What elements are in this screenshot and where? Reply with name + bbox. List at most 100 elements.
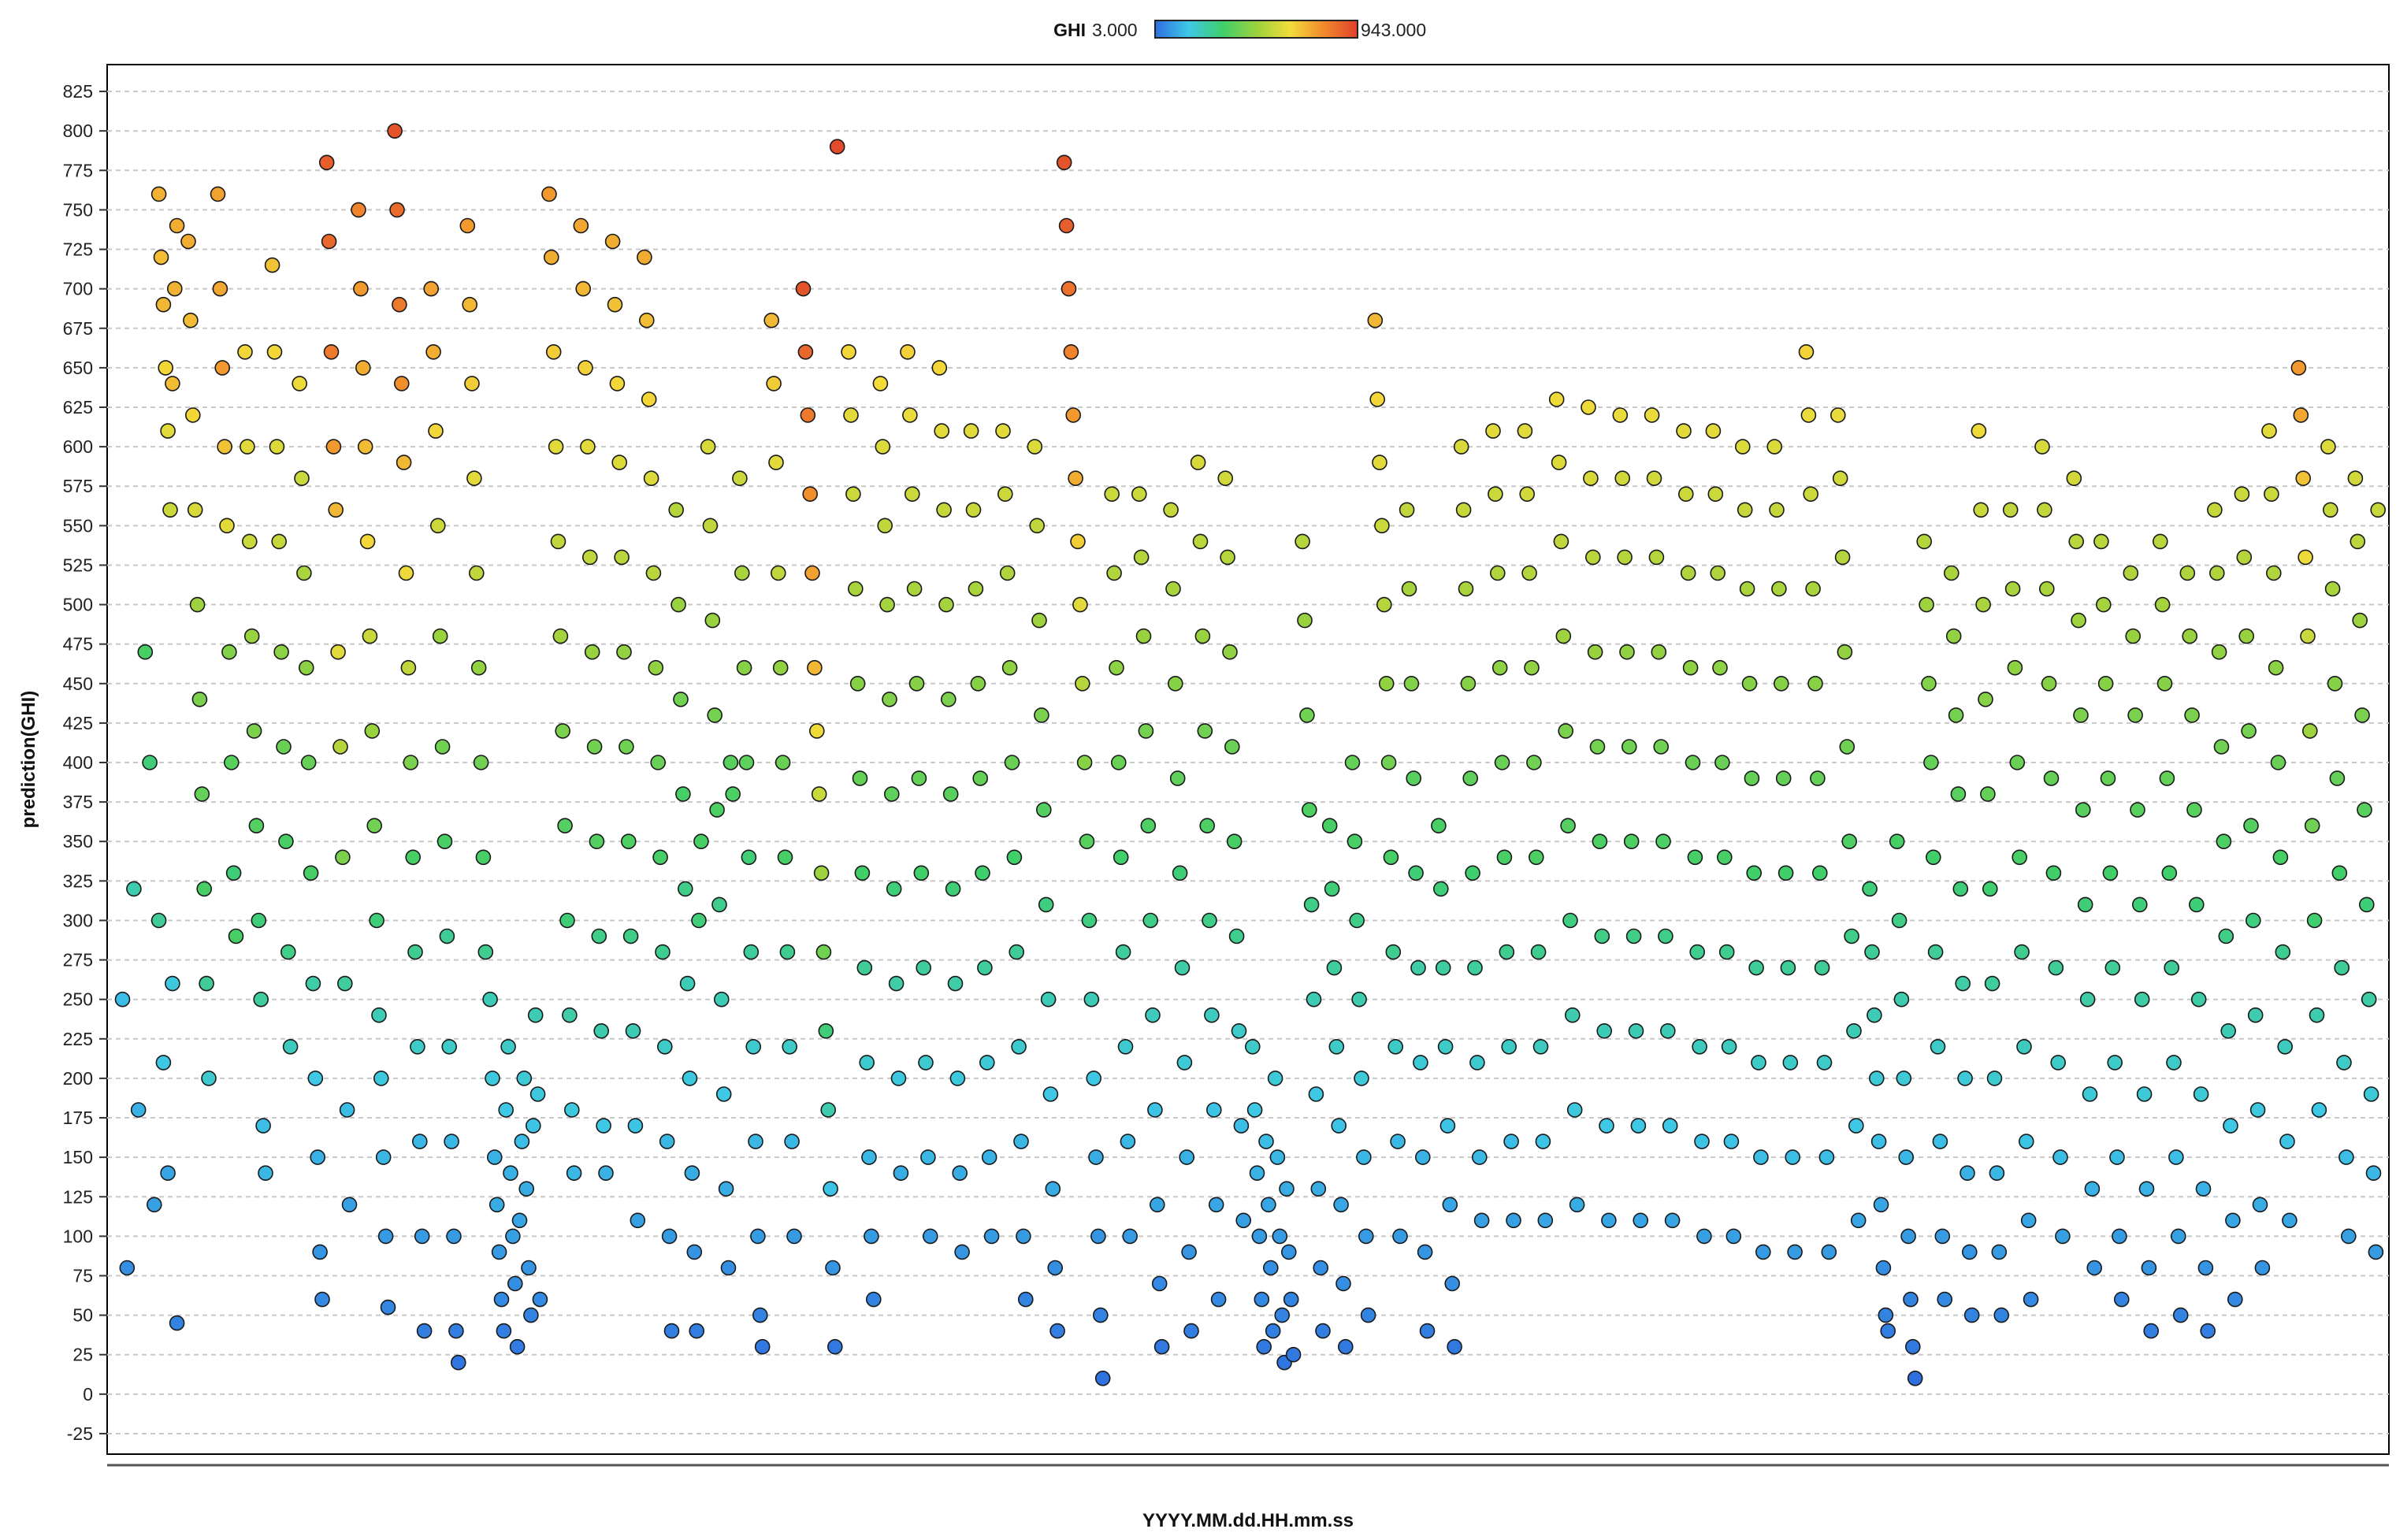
data-point — [1469, 1055, 1485, 1071]
data-point — [1971, 423, 1987, 439]
data-point — [1111, 755, 1127, 770]
data-point — [2154, 596, 2171, 613]
data-point — [1206, 1102, 1222, 1118]
data-point — [1131, 486, 1147, 503]
data-point — [945, 881, 961, 897]
data-point — [2082, 1086, 2098, 1102]
data-point — [414, 1228, 430, 1245]
data-point — [1814, 959, 1830, 976]
data-point — [321, 233, 337, 250]
data-point — [1748, 959, 1764, 976]
data-point — [2109, 1149, 2125, 1165]
data-point — [575, 280, 592, 297]
data-point — [1905, 1338, 1921, 1355]
data-point — [1735, 439, 1751, 455]
data-point — [282, 1039, 299, 1055]
data-point — [1417, 1244, 1433, 1260]
data-point — [2114, 1291, 2130, 1308]
data-point — [952, 1165, 968, 1181]
data-point — [1208, 1197, 1224, 1213]
data-point — [1787, 1244, 1803, 1260]
data-points — [114, 123, 2386, 1386]
data-point — [1016, 1228, 1031, 1245]
data-point — [1176, 1055, 1193, 1071]
y-tick-label: 750 — [63, 199, 93, 220]
data-point — [1272, 1228, 1288, 1245]
data-point — [856, 959, 873, 976]
y-tick-label: 125 — [63, 1186, 93, 1207]
y-tick-label: 775 — [63, 160, 93, 180]
data-point — [142, 755, 158, 770]
data-point — [1986, 1071, 2003, 1086]
data-point — [251, 912, 267, 929]
data-point — [217, 439, 232, 455]
data-point — [1313, 1260, 1328, 1276]
data-point — [1676, 423, 1692, 439]
data-point — [1390, 1134, 1406, 1149]
data-point — [864, 1228, 879, 1245]
data-point — [403, 755, 419, 770]
data-point — [1065, 407, 1081, 423]
data-point — [1269, 1149, 1286, 1165]
data-point — [2048, 959, 2064, 976]
data-point — [1150, 1197, 1165, 1213]
data-point — [1524, 659, 1540, 676]
data-point — [1231, 1023, 1247, 1039]
data-point — [2277, 1039, 2293, 1055]
data-point — [527, 1007, 544, 1023]
data-point — [1960, 1165, 1975, 1181]
data-point — [1898, 1149, 1914, 1165]
data-point — [1585, 549, 1601, 566]
data-point — [1839, 739, 1856, 755]
data-point — [1503, 1134, 1519, 1149]
data-point — [1551, 455, 1567, 470]
data-point — [700, 439, 716, 455]
data-point — [1310, 1181, 1327, 1197]
data-point — [1140, 818, 1157, 833]
data-point — [1147, 1102, 1163, 1118]
data-point — [786, 1228, 802, 1245]
data-point — [323, 343, 340, 360]
data-point — [155, 296, 172, 313]
data-point — [355, 360, 371, 376]
data-point — [908, 675, 925, 692]
data-point — [1950, 786, 1967, 802]
data-point — [643, 470, 659, 487]
data-point — [562, 1007, 578, 1023]
data-point — [1172, 865, 1188, 881]
data-point — [1930, 1039, 1946, 1055]
data-point — [160, 1165, 176, 1181]
data-point — [1555, 628, 1572, 644]
data-point — [2270, 755, 2286, 770]
data-point — [255, 1118, 271, 1134]
data-point — [1072, 596, 1088, 613]
data-point — [2007, 659, 2023, 676]
data-point — [1433, 881, 1449, 897]
data-point — [167, 280, 183, 297]
y-tick-label: 800 — [63, 121, 93, 141]
data-point — [330, 644, 346, 660]
data-point — [303, 865, 319, 881]
data-point — [466, 470, 482, 487]
y-tick-label: 175 — [63, 1108, 93, 1128]
data-point — [2075, 802, 2091, 818]
data-point — [916, 959, 931, 976]
data-point — [589, 833, 605, 849]
data-point — [2184, 707, 2200, 723]
data-point — [1810, 770, 1826, 786]
data-point — [861, 1149, 877, 1165]
data-point — [153, 249, 169, 265]
data-point — [201, 1071, 217, 1086]
data-point — [328, 502, 344, 518]
data-point — [1991, 1244, 2008, 1260]
data-point — [1526, 755, 1542, 770]
data-point — [1063, 343, 1079, 360]
data-point — [1944, 565, 1960, 581]
data-point — [1710, 565, 1725, 581]
data-point — [637, 249, 652, 265]
data-point — [1490, 565, 1506, 581]
data-point — [1818, 1149, 1835, 1165]
data-point — [2039, 581, 2055, 597]
data-point — [1821, 1244, 1837, 1260]
data-point — [2298, 549, 2313, 566]
